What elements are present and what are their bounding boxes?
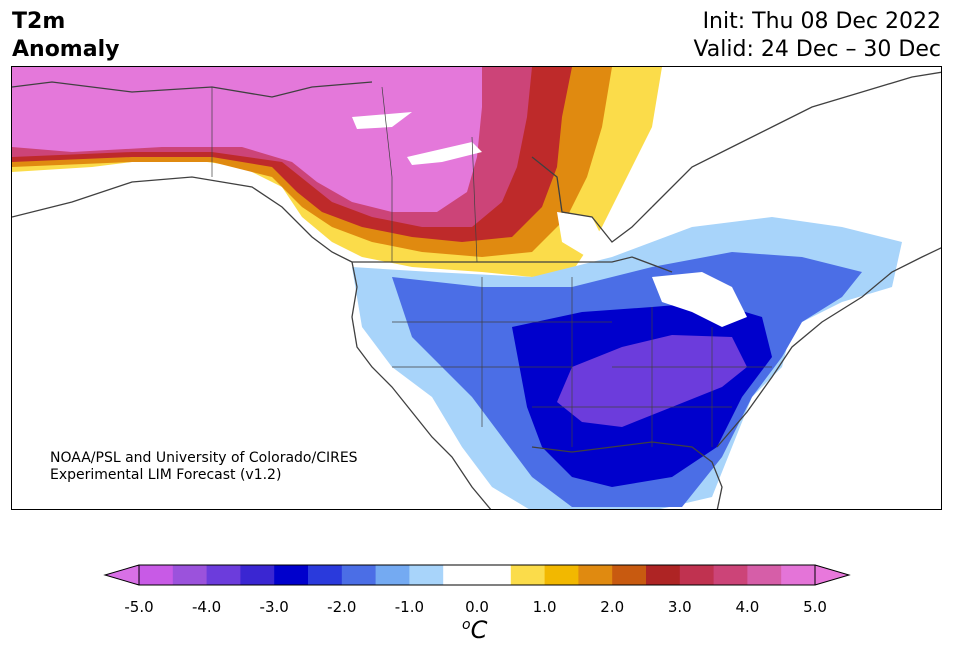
political-borders	[211, 86, 772, 447]
warm-pink-region	[12, 67, 482, 212]
colorbar-cells	[139, 565, 816, 585]
unit-superscript: o	[462, 617, 471, 633]
lake-athabasca	[407, 142, 482, 165]
colorbar-tick-label: 3.0	[667, 598, 692, 616]
colorbar-cell	[713, 565, 748, 585]
colorbar-cell	[747, 565, 782, 585]
colorbar-cell	[679, 565, 715, 585]
colorbar-cell	[139, 565, 174, 585]
anomaly-map: NOAA/PSL and University of Colorado/CIRE…	[11, 66, 942, 510]
gulf-coast	[531, 441, 723, 509]
map-title: T2m Anomaly	[12, 8, 119, 64]
colorbar-cell	[477, 565, 512, 585]
great-lakes	[652, 272, 747, 327]
colorbar-cell	[443, 565, 478, 585]
hudson-shore	[531, 156, 653, 243]
colorbar-cell	[206, 565, 241, 585]
colorbar-tick-label: 4.0	[735, 598, 760, 616]
colorbar-cell	[274, 565, 309, 585]
colorbar-cell	[646, 565, 681, 585]
east-coast	[716, 247, 941, 448]
colorbar-cell	[240, 565, 275, 585]
colorbar-cell	[612, 565, 647, 585]
colorbar-cell	[341, 565, 377, 585]
colorbar-outline	[138, 564, 816, 586]
colorbar-tick-label: 5.0	[803, 598, 827, 616]
colorbar-tick-label: 2.0	[600, 598, 625, 616]
colorbar-cell	[510, 565, 546, 585]
colorbar-tick-label: 1.0	[532, 598, 557, 616]
colorbar-tick-label: -3.0	[259, 598, 289, 616]
forecast-dates: Init: Thu 08 Dec 2022 Valid: 24 Dec – 30…	[693, 8, 941, 64]
colorbar-tick-label: -4.0	[191, 598, 222, 616]
colorbar-extend-high	[815, 565, 849, 585]
colorbar-cell	[544, 565, 579, 585]
colorbar-unit: oC	[462, 616, 487, 644]
credit-line-2: Experimental LIM Forecast (v1.2)	[50, 467, 282, 483]
credit-text: NOAA/PSL and University of Colorado/CIRE…	[50, 450, 358, 484]
colorbar-tick-label: 0.0	[465, 598, 489, 616]
colorbar-cell	[781, 565, 816, 585]
colorbar	[103, 564, 851, 586]
coastlines	[12, 71, 941, 509]
colorbar-tick-label: -5.0	[124, 598, 154, 616]
init-date: Init: Thu 08 Dec 2022	[702, 9, 941, 34]
colorbar-tick-label: -2.0	[327, 598, 357, 616]
credit-line-1: NOAA/PSL and University of Colorado/CIRE…	[50, 450, 358, 466]
unit-symbol: C	[470, 616, 488, 644]
colorbar-tick-label: -1.0	[394, 598, 425, 616]
title-line-2: Anomaly	[12, 37, 120, 62]
valid-date: Valid: 24 Dec – 30 Dec	[693, 37, 941, 62]
west-coast	[351, 261, 492, 509]
title-line-1: T2m	[12, 9, 66, 34]
colorbar-cell	[578, 565, 613, 585]
colorbar-cell	[375, 565, 410, 585]
colorbar-cell	[308, 565, 343, 585]
great-slave-lake	[352, 112, 412, 129]
colorbar-extend-low	[105, 565, 139, 585]
colorbar-cell	[172, 565, 208, 585]
colorbar-cell	[409, 565, 444, 585]
hudson-bay	[557, 212, 607, 257]
us-canada-border	[352, 256, 673, 273]
labrador-coast	[651, 71, 941, 208]
map-canvas	[12, 67, 941, 509]
